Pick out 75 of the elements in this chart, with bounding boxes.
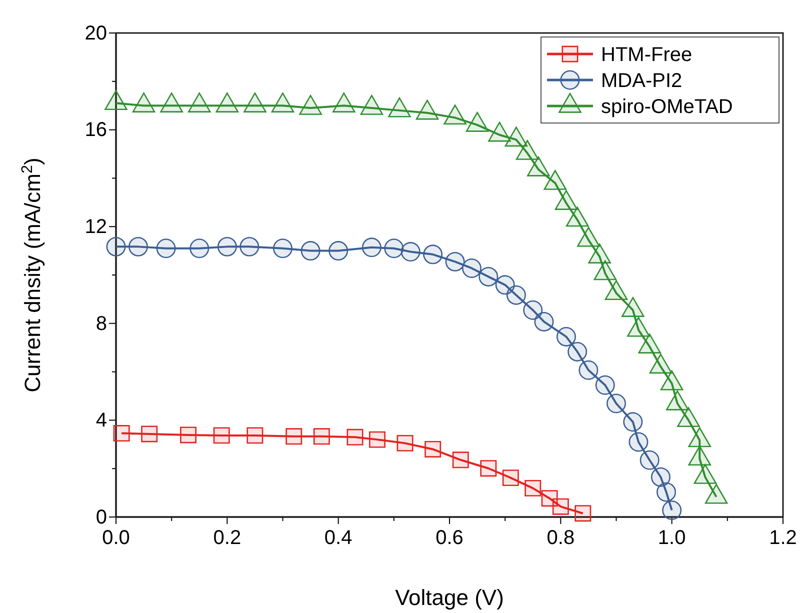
point	[346, 428, 364, 446]
point	[396, 434, 414, 452]
point	[578, 360, 598, 380]
point	[299, 94, 322, 115]
point	[588, 244, 611, 264]
x-tick-label: 0.2	[213, 527, 242, 549]
point	[534, 312, 554, 332]
point	[524, 480, 542, 496]
point	[213, 427, 230, 444]
x-tick-label: 0.8	[546, 527, 575, 549]
point	[271, 92, 294, 112]
point	[506, 285, 526, 305]
y-tick-label: 20	[84, 22, 107, 44]
point	[662, 500, 682, 520]
x-tick-label: 0.6	[436, 527, 464, 549]
point	[480, 460, 497, 477]
point	[360, 94, 384, 115]
point	[160, 92, 183, 112]
point	[574, 505, 592, 522]
point	[544, 170, 567, 190]
point	[577, 226, 600, 247]
point	[623, 412, 643, 432]
point	[606, 394, 626, 414]
point	[628, 432, 648, 452]
point	[488, 122, 511, 142]
x-tick-label: 1.0	[658, 527, 686, 549]
point	[180, 426, 196, 444]
point	[504, 126, 528, 147]
point	[502, 470, 519, 486]
point	[246, 427, 264, 444]
y-tick-label: 4	[96, 410, 107, 432]
point	[141, 426, 158, 442]
y-tick-label: 16	[84, 119, 107, 142]
point	[523, 300, 543, 320]
point	[566, 206, 589, 227]
x-tick-label: 0.0	[102, 527, 130, 549]
point	[369, 431, 386, 448]
point	[416, 100, 439, 120]
x-tick-label: 1.2	[769, 527, 797, 549]
point	[332, 92, 356, 112]
point	[452, 452, 469, 468]
point	[595, 375, 615, 395]
point	[604, 280, 628, 300]
legend-label: HTM-Free	[601, 44, 692, 66]
point	[656, 482, 676, 502]
point	[132, 92, 156, 112]
point	[466, 112, 489, 132]
point	[552, 498, 569, 515]
y-tick-label: 8	[96, 312, 107, 335]
point	[244, 92, 266, 112]
point	[462, 258, 482, 278]
legend-label: spiro-OMeTAD	[601, 96, 733, 118]
point	[650, 467, 670, 487]
point	[424, 441, 442, 458]
point	[388, 97, 411, 118]
point	[568, 342, 588, 362]
point	[313, 428, 330, 445]
point	[286, 428, 302, 445]
point	[516, 140, 539, 160]
point	[556, 326, 576, 346]
y-tick-label: 0	[96, 506, 107, 528]
point	[527, 156, 550, 176]
point	[478, 266, 498, 286]
point	[594, 260, 617, 280]
y-tick-label: 12	[84, 216, 107, 238]
point	[554, 190, 578, 210]
legend-label: MDA-PI2	[601, 70, 682, 92]
x-tick-label: 0.4	[324, 527, 352, 549]
x-axis-title: Voltage (V)	[395, 585, 504, 610]
point	[640, 450, 660, 470]
point	[188, 92, 211, 112]
point	[444, 104, 466, 125]
point	[104, 90, 128, 110]
point	[216, 92, 239, 112]
point	[113, 425, 130, 442]
